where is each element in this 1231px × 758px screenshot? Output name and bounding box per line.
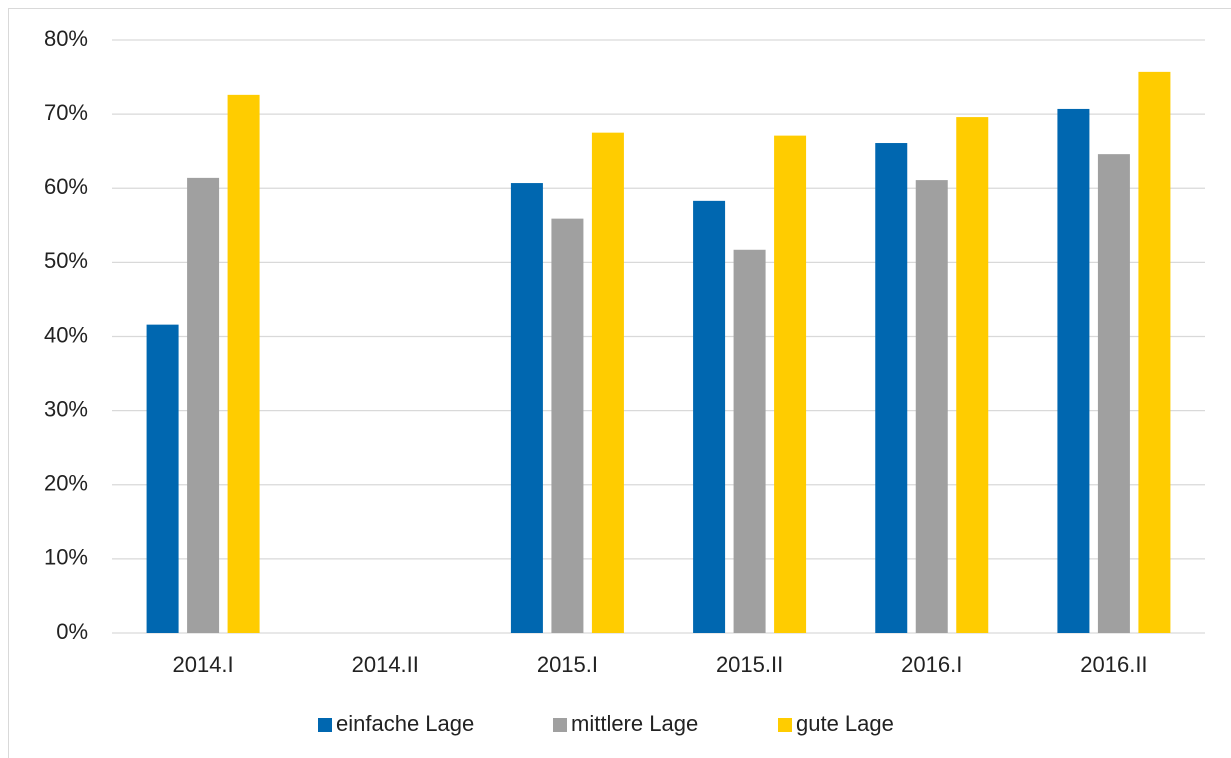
y-tick-label: 20% (44, 471, 88, 496)
bar (733, 249, 766, 633)
bar (956, 117, 989, 634)
legend-label: mittlere Lage (571, 711, 698, 736)
bar (227, 94, 260, 634)
bar (551, 218, 584, 634)
y-tick-label: 80% (44, 26, 88, 51)
chart-frame (8, 8, 1231, 758)
y-tick-label: 10% (44, 545, 88, 570)
legend-swatch (318, 718, 332, 732)
legend-label: einfache Lage (336, 711, 474, 736)
bar (1097, 154, 1130, 633)
y-tick-label: 70% (44, 100, 88, 125)
bar (591, 132, 624, 633)
legend-swatch (778, 718, 792, 732)
bar (1057, 108, 1090, 633)
y-tick-label: 50% (44, 248, 88, 273)
x-tick-label: 2015.I (537, 652, 598, 677)
legend-swatch (553, 718, 567, 732)
bar (774, 135, 807, 633)
x-tick-label: 2016.II (1080, 652, 1147, 677)
x-tick-label: 2014.I (172, 652, 233, 677)
bar (510, 183, 543, 633)
x-tick-label: 2016.I (901, 652, 962, 677)
y-tick-label: 30% (44, 396, 88, 421)
bar (915, 180, 948, 633)
bar (875, 143, 908, 633)
legend-label: gute Lage (796, 711, 894, 736)
y-tick-label: 60% (44, 174, 88, 199)
bar (146, 324, 179, 633)
bar (1138, 71, 1171, 633)
bar (187, 177, 220, 633)
y-tick-label: 40% (44, 322, 88, 347)
x-tick-label: 2014.II (352, 652, 419, 677)
bar (693, 200, 726, 633)
y-tick-label: 0% (56, 619, 88, 644)
x-tick-label: 2015.II (716, 652, 783, 677)
